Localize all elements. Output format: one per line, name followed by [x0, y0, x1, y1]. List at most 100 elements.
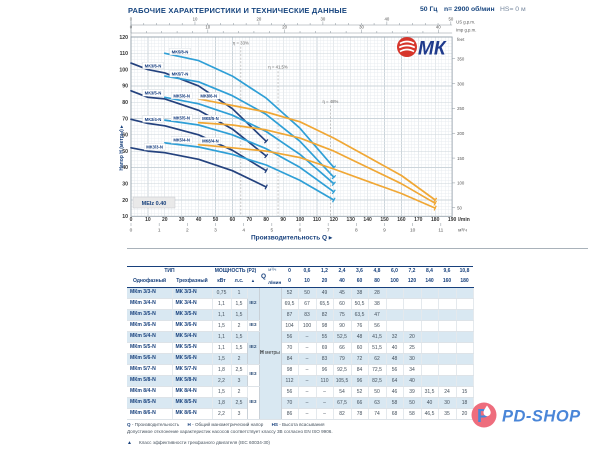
head-value: 66 — [333, 342, 352, 354]
svg-text:110: 110 — [313, 217, 321, 223]
model-three-phase: МК 5/5-N — [172, 342, 213, 354]
head-value — [438, 364, 457, 376]
q-m3h-value: 6,0 — [391, 267, 398, 274]
svg-text:90: 90 — [280, 217, 286, 223]
model-single-phase: МКm 5/8-N — [127, 375, 173, 387]
curve-label-box — [142, 89, 164, 97]
head-value — [438, 375, 457, 387]
pump-curve — [130, 118, 268, 172]
q-m3h-value: 4,8 — [373, 267, 381, 274]
head-value: – — [298, 408, 317, 420]
power-kw: 1,8 — [212, 364, 232, 376]
mei-label: MEIz 0.40 — [142, 201, 167, 207]
table-row: МКm 5/6-N МК 5/6-N 1,5 2 84–83 79 72 62 48 30 — [127, 353, 474, 365]
head-value: 82,5 — [368, 375, 387, 387]
single-phase-header: Однофазный — [127, 275, 172, 288]
head-value: 58 — [403, 408, 422, 420]
head-value — [438, 342, 457, 354]
curve-label: МК3/6-N — [145, 63, 162, 68]
svg-text:50: 50 — [457, 205, 462, 210]
head-value: 86 — [281, 408, 299, 420]
curve-label-box — [144, 143, 166, 151]
power-hp: 2 — [231, 353, 248, 365]
head-value: 45 — [333, 287, 352, 299]
model-single-phase: МКm 5/6-N — [127, 353, 173, 365]
svg-text:300: 300 — [457, 81, 465, 86]
curve-label-box — [169, 70, 191, 78]
q-lmin-value: 140 — [421, 275, 438, 288]
svg-text:US g.p.m.: US g.p.m. — [456, 20, 475, 25]
model-three-phase: МК 3/4-N — [172, 298, 213, 310]
power-kw: 0,75 — [212, 287, 232, 299]
svg-text:40: 40 — [196, 217, 202, 223]
q-lmin-value: 10 — [298, 275, 316, 288]
curve-end-tick — [331, 189, 336, 195]
head-value: 50 — [298, 287, 317, 299]
power-kw: 1,1 — [212, 342, 232, 354]
svg-text:170: 170 — [414, 217, 423, 223]
q-m3h-value: 8,4 — [426, 267, 433, 274]
curve-label-box — [199, 137, 222, 145]
x-axis-labels: 0 10 20 30 40 50 60 70 80 90 100 110 120 130 140 150 160… — [130, 217, 470, 223]
head-value: 90 — [333, 320, 352, 332]
speed-label: n= 2900 об/мин — [444, 6, 495, 13]
svg-text:м³/ч: м³/ч — [458, 228, 467, 234]
type-header: ТИП — [164, 267, 175, 274]
curve-end-tick — [331, 174, 337, 180]
ie-class-note: ▲ Класс эффективности трехфазного двигате… — [127, 440, 270, 446]
model-single-phase: МКm 5/4-N — [127, 331, 173, 343]
curve-label-box — [171, 114, 193, 122]
table-row: МКm 5/5-N МК 5/5-N 1,1 1,5 70–69 66 60 51,5 40 25 — [127, 342, 474, 354]
pump-curve — [163, 119, 335, 193]
mei-box — [132, 196, 176, 209]
flow-header: Q м³/ч л/мин — [259, 266, 281, 288]
pump-curve — [197, 98, 437, 201]
head-value: 66 — [351, 397, 369, 409]
pd-shop-logo: P PD-SHOP — [471, 402, 581, 428]
curve-label: МК5/8-N — [172, 49, 189, 54]
svg-text:0: 0 — [130, 217, 133, 223]
svg-text:70: 70 — [247, 217, 253, 223]
curve-label: МК5/6-N — [173, 93, 190, 98]
head-value: – — [316, 386, 334, 398]
model-three-phase: МК 3/6-N — [172, 320, 213, 332]
head-value: – — [316, 408, 334, 420]
head-value: 64 — [386, 375, 404, 387]
svg-text:50: 50 — [448, 17, 453, 22]
curve-label: МК5/7-N — [172, 71, 189, 76]
curve-end-tick — [264, 184, 268, 190]
head-value: 56 — [386, 364, 404, 376]
curve-label-box — [142, 62, 164, 70]
svg-text:200: 200 — [457, 131, 465, 136]
head-value — [438, 353, 457, 365]
head-value: 84 — [281, 353, 299, 365]
head-value: 68 — [386, 408, 404, 420]
q-m3h-value: 9,6 — [443, 267, 451, 274]
model-three-phase: МК 5/6-N — [172, 353, 213, 365]
head-value — [438, 320, 457, 332]
head-value: 50 — [403, 397, 422, 409]
power-kw: 2,2 — [212, 408, 232, 420]
svg-text:110: 110 — [120, 51, 128, 57]
head-value: – — [298, 342, 317, 354]
head-value: 82 — [316, 309, 334, 321]
kw-header: кВт — [212, 275, 231, 288]
head-value — [456, 331, 474, 343]
ie-class: IE3 — [246, 386, 260, 420]
head-value: 40 — [421, 397, 439, 409]
head-value: 67,5 — [333, 397, 352, 409]
svg-text:40: 40 — [384, 17, 389, 22]
head-value — [456, 364, 474, 376]
model-single-phase: МКm 8/5-N — [127, 397, 173, 409]
q-m3h-value: 3,6 — [356, 267, 363, 274]
svg-text:150: 150 — [380, 217, 389, 223]
head-value: 56 — [281, 331, 299, 343]
head-value: 31,5 — [421, 386, 439, 398]
svg-text:10: 10 — [205, 25, 210, 30]
svg-text:30: 30 — [122, 182, 128, 188]
head-value: 48 — [351, 331, 369, 343]
x-axis-title: Производительность Q ▸ — [251, 235, 333, 242]
chart-grid — [130, 36, 453, 217]
